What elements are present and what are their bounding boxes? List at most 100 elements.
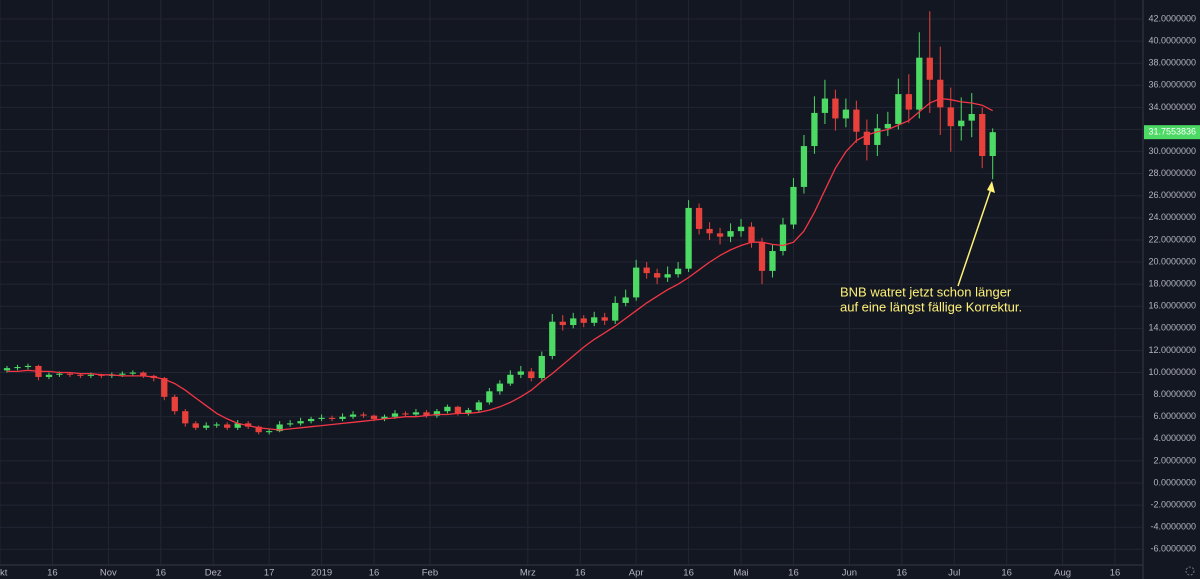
- x-tick-label: Jun: [842, 568, 857, 579]
- candle-body: [3, 368, 11, 371]
- candle-body: [129, 372, 136, 374]
- candle-body: [811, 112, 818, 147]
- candle-body: [224, 424, 231, 428]
- candle-body: [989, 132, 996, 156]
- candle-body: [56, 373, 63, 375]
- y-tick-label: 12.0000000: [1148, 345, 1196, 355]
- candle-body: [737, 226, 745, 232]
- axes: 42.0000000 40.0000000 38.0000000 36.0000000…: [0, 13, 1200, 579]
- candle-body: [601, 317, 608, 321]
- candle-body: [328, 417, 336, 419]
- y-tick-label: 0.0000000: [1153, 477, 1196, 487]
- candle-body: [821, 98, 829, 113]
- annotation-arrow: [957, 185, 993, 287]
- marks: [3, 11, 996, 435]
- y-tick-label: -2.0000000: [1150, 499, 1196, 509]
- candle-body: [391, 413, 399, 417]
- y-tick-label: 4.0000000: [1153, 433, 1196, 443]
- y-tick-label: 22.0000000: [1148, 234, 1196, 244]
- candle-body: [979, 114, 986, 156]
- candle-body: [580, 318, 587, 323]
- candle-body: [140, 372, 147, 376]
- candle-body: [674, 268, 682, 275]
- x-tick-label: 16: [788, 568, 799, 579]
- settings-icon[interactable]: [1185, 566, 1195, 576]
- y-tick-label: 28.0000000: [1148, 168, 1196, 178]
- candle-body: [433, 411, 441, 416]
- candle-body: [266, 431, 273, 433]
- candle-body: [706, 228, 713, 234]
- candle-body: [591, 317, 598, 323]
- y-tick-label: 34.0000000: [1148, 102, 1196, 112]
- candle-body: [926, 57, 933, 80]
- candle-body: [213, 424, 220, 426]
- x-tick-label: 16: [683, 568, 694, 579]
- candle-body: [45, 374, 53, 377]
- candle-body: [286, 423, 294, 425]
- x-tick-label: Nov: [100, 568, 117, 579]
- last-price-box: [1144, 125, 1200, 140]
- candle-body: [937, 79, 944, 108]
- candle-body: [339, 416, 346, 419]
- y-tick-label: 36.0000000: [1148, 80, 1196, 90]
- x-tick-label: Mai: [733, 568, 748, 579]
- candle-body: [528, 371, 535, 379]
- last-price-label: 31.7553836: [1148, 127, 1196, 137]
- x-tick-label: 16: [897, 568, 908, 579]
- candle-body: [24, 365, 32, 368]
- candle-body: [633, 267, 640, 298]
- y-tick-label: 40.0000000: [1148, 35, 1196, 45]
- candle-body: [402, 413, 409, 415]
- candle-body: [758, 242, 766, 271]
- y-tick-label: 30.0000000: [1148, 146, 1196, 156]
- candle-body: [916, 57, 923, 110]
- candle-body: [496, 383, 503, 392]
- candle-body: [570, 318, 577, 326]
- candle-body: [182, 411, 189, 424]
- candle-body: [716, 233, 724, 237]
- candle-body: [549, 321, 556, 356]
- candle-body: [192, 423, 199, 428]
- candle-body: [800, 146, 808, 187]
- candle-body: [664, 274, 671, 278]
- candle-body: [612, 302, 619, 321]
- y-tick-label: 26.0000000: [1148, 190, 1196, 200]
- x-tick-label: 16: [1001, 568, 1012, 579]
- x-tick-label: 17: [264, 568, 275, 579]
- candle-body: [685, 207, 692, 269]
- candle-body: [968, 114, 975, 121]
- x-tick-label: Jul: [948, 568, 960, 579]
- candle-body: [769, 251, 776, 271]
- x-tick-label: Aug: [1054, 568, 1071, 579]
- y-tick-label: 14.0000000: [1148, 323, 1196, 333]
- annotation-text: auf eine längst fällige Korrektur.: [840, 299, 1022, 314]
- candle-body: [454, 406, 462, 414]
- y-tick-label: 42.0000000: [1148, 13, 1196, 23]
- candle-body: [444, 406, 451, 412]
- candle-body: [653, 273, 661, 278]
- x-tick-label: Apr: [629, 568, 644, 579]
- x-tick-label: 16: [369, 568, 380, 579]
- candle-body: [486, 391, 493, 403]
- candle-body: [66, 373, 74, 375]
- candle-body: [412, 412, 420, 415]
- y-tick-label: 38.0000000: [1148, 58, 1196, 68]
- candle-body: [874, 128, 881, 145]
- candle-body: [517, 371, 524, 375]
- y-tick-label: 16.0000000: [1148, 301, 1196, 311]
- candle-body: [779, 224, 787, 252]
- candle-body: [465, 410, 472, 414]
- candle-body: [884, 123, 891, 129]
- candle-body: [507, 374, 514, 384]
- candle-body: [832, 98, 839, 119]
- candle-body: [276, 424, 283, 432]
- candle-body: [727, 231, 734, 237]
- x-tick-label: 16: [575, 568, 586, 579]
- candle-body: [318, 417, 325, 419]
- candle-body: [297, 421, 304, 424]
- candle-body: [203, 425, 210, 428]
- x-tick-label: Mrz: [520, 568, 536, 579]
- candle-body: [695, 207, 703, 229]
- candle-body: [895, 94, 902, 124]
